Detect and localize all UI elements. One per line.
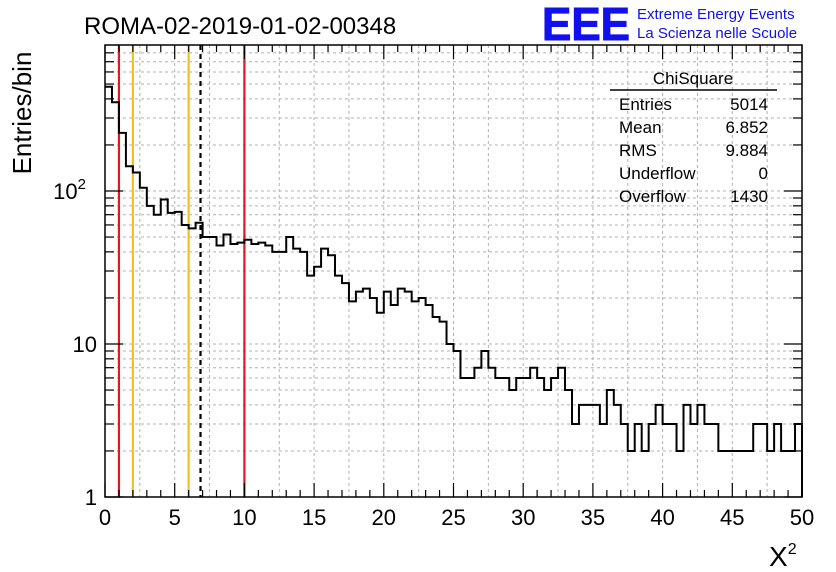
chart-title: ROMA-02-2019-01-02-00348 bbox=[84, 13, 396, 40]
stats-label: Overflow bbox=[619, 187, 687, 206]
logo-line-2: La Scienza nelle Scuole bbox=[637, 25, 797, 42]
eee-logo: EEE Extreme Energy Events La Scienza nel… bbox=[542, 0, 798, 51]
stats-rows: Entries 5014 Mean 6.852 RMS 9.884 Underflow 0 Ov… bbox=[619, 95, 768, 206]
x-tick-label: 45 bbox=[720, 505, 744, 530]
stats-value: 1430 bbox=[730, 187, 768, 206]
stats-box: ChiSquare Entries 5014 Mean 6.852 RMS 9.884 Un… bbox=[610, 69, 777, 206]
y-axis-label: Entries/bin bbox=[7, 52, 37, 175]
grid bbox=[105, 45, 802, 497]
y-tick-label: 1 bbox=[85, 485, 97, 510]
y-tick-label: 10 bbox=[73, 332, 97, 357]
x-tick-label: 10 bbox=[232, 505, 256, 530]
stats-title: ChiSquare bbox=[653, 69, 733, 88]
logo-mark: EEE bbox=[542, 0, 630, 50]
histogram-line bbox=[105, 85, 803, 497]
x-tick-label: 35 bbox=[581, 505, 605, 530]
stats-value: 6.852 bbox=[725, 118, 768, 137]
stats-label: RMS bbox=[619, 141, 657, 160]
x-tick-label: 50 bbox=[790, 505, 814, 530]
stats-label: Entries bbox=[619, 95, 672, 114]
x-tick-label: 15 bbox=[302, 505, 326, 530]
x-tick-label: 5 bbox=[169, 505, 181, 530]
stats-value: 5014 bbox=[730, 95, 768, 114]
reference-lines bbox=[117, 45, 246, 497]
x-tick-label: 30 bbox=[511, 505, 535, 530]
histogram bbox=[105, 85, 803, 497]
stats-value: 0 bbox=[759, 164, 768, 183]
x-tick-label: 40 bbox=[650, 505, 674, 530]
x-tick-label: 20 bbox=[372, 505, 396, 530]
logo-line-1: Extreme Energy Events bbox=[637, 6, 795, 23]
stats-label: Mean bbox=[619, 118, 662, 137]
x-tick-label: 0 bbox=[99, 505, 111, 530]
x-tick-label: 25 bbox=[441, 505, 465, 530]
stats-label: Underflow bbox=[619, 164, 696, 183]
stats-value: 9.884 bbox=[725, 141, 768, 160]
